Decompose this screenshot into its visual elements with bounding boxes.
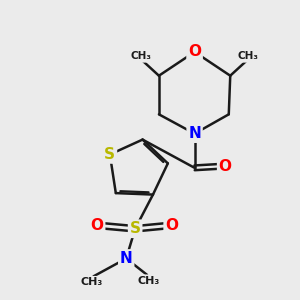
Text: S: S [104, 147, 116, 162]
Text: CH₃: CH₃ [137, 276, 160, 286]
Text: CH₃: CH₃ [238, 51, 259, 62]
Text: O: O [91, 218, 103, 233]
Text: N: N [188, 126, 201, 141]
Text: O: O [219, 159, 232, 174]
Text: N: N [120, 251, 133, 266]
Text: O: O [188, 44, 201, 59]
Text: O: O [165, 218, 178, 233]
Text: S: S [130, 221, 141, 236]
Text: CH₃: CH₃ [130, 51, 152, 62]
Text: CH₃: CH₃ [81, 277, 103, 287]
